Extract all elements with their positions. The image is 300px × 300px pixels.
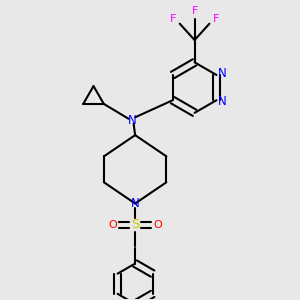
Text: N: N — [131, 197, 140, 210]
Text: F: F — [191, 6, 198, 16]
Text: N: N — [218, 67, 226, 80]
Text: O: O — [108, 220, 117, 230]
Text: F: F — [213, 14, 219, 24]
Text: F: F — [170, 14, 176, 24]
Text: N: N — [128, 114, 136, 127]
Text: O: O — [154, 220, 162, 230]
Text: N: N — [218, 95, 226, 108]
Text: S: S — [131, 218, 139, 231]
